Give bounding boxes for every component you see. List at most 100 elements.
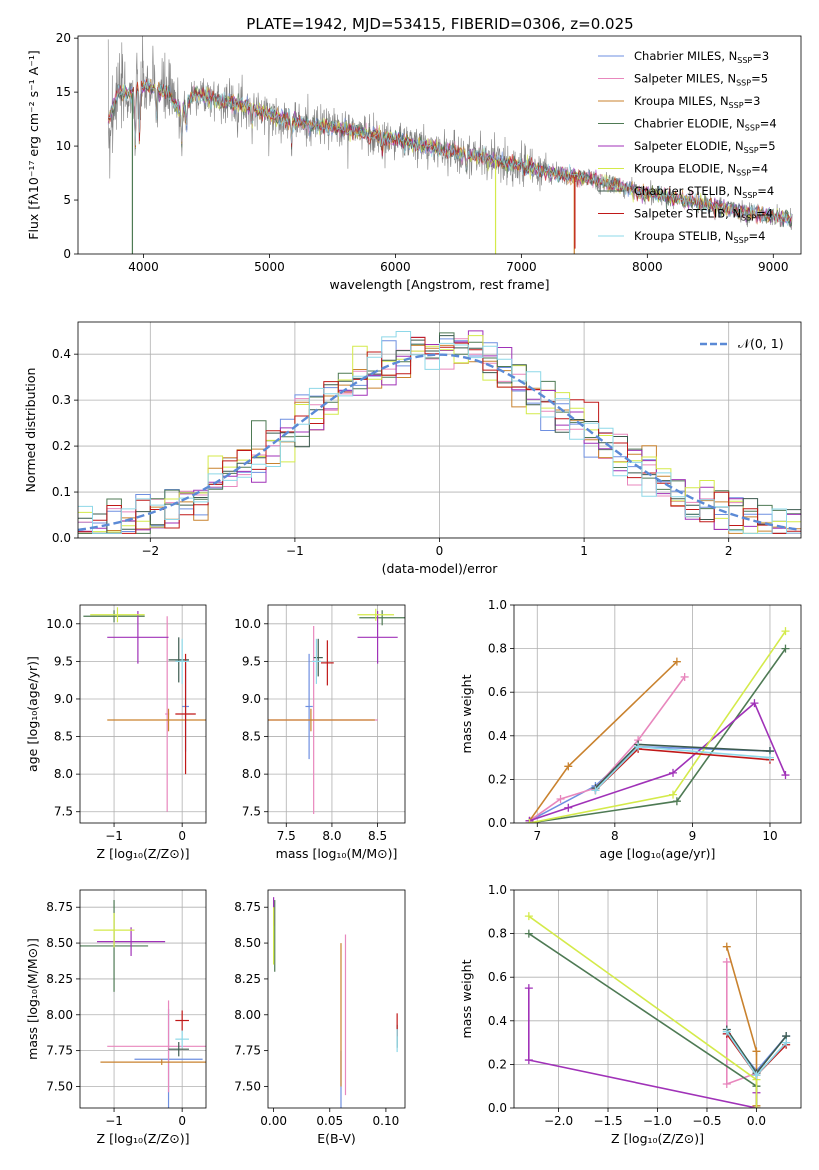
legend-entry: Kroupa ELODIE, NSSP=4 <box>634 162 768 178</box>
legend-subscript: SSP <box>745 124 760 133</box>
age-vs-mass-ytick-label: 7.5 <box>242 805 261 819</box>
weight-vs-Z-series-marker <box>524 984 533 993</box>
weight-vs-Z-xtick-label: −1.0 <box>643 1114 672 1128</box>
weight-vs-age-series-marker <box>781 771 790 780</box>
weight-vs-Z-ytick-label: 0.8 <box>488 927 507 941</box>
reference-legend-label: 𝒩(0, 1) <box>738 336 784 351</box>
weight-vs-Z-series-marker <box>752 1071 761 1080</box>
weight-vs-age-series-line <box>529 701 787 822</box>
spectrum-xtick-label: 9000 <box>758 260 789 274</box>
legend-entry: Chabrier STELIB, NSSP=4 <box>634 184 774 200</box>
weight-vs-Z-ylabel: mass weight <box>459 959 474 1038</box>
age-vs-mass-ytick-label: 9.0 <box>242 692 261 706</box>
residual-hist-xtick-label: 1 <box>580 544 588 558</box>
legend-subscript: SSP <box>744 146 759 155</box>
weight-vs-age-ylabel: mass weight <box>459 674 474 753</box>
age-vs-Z-plot-area <box>80 605 206 823</box>
weight-vs-Z-series-marker <box>722 957 731 966</box>
legend-nssp: =3 <box>744 94 761 108</box>
spectrum-plot-area <box>107 36 793 254</box>
weight-vs-age-series-marker <box>672 797 681 806</box>
age-vs-mass-xlabel: mass [log₁₀(M/M⊙)] <box>276 846 398 861</box>
weight-vs-age-series-marker <box>680 672 689 681</box>
residual-hist-xtick-label: 2 <box>725 544 733 558</box>
legend-nssp: =4 <box>749 229 766 243</box>
weight-vs-Z-series-marker <box>722 942 731 951</box>
residual-hist-ytick-label: 0.2 <box>52 439 71 453</box>
mass-vs-EBV-xtick-label: 0.05 <box>316 1114 343 1128</box>
age-vs-mass-frame <box>267 604 406 824</box>
age-vs-Z-ytick-label: 7.5 <box>54 805 73 819</box>
legend-nssp: =4 <box>756 207 773 221</box>
age-vs-Z-ytick-label: 9.0 <box>54 692 73 706</box>
residual-hist-xtick-label: 0 <box>436 544 444 558</box>
residual-hist-ytick-label: 0.1 <box>52 485 71 499</box>
weight-vs-age-plot-area <box>514 605 801 823</box>
weight-vs-age-series-marker <box>591 786 600 795</box>
age-vs-Z-xtick-label: 0 <box>178 829 186 843</box>
weight-vs-age-series-marker <box>556 795 565 804</box>
legend-subscript: SSP <box>736 79 751 88</box>
weight-vs-age-series-line <box>529 630 787 823</box>
mass-vs-Z-plot-area <box>80 890 206 1108</box>
legend-subscript: SSP <box>736 169 751 178</box>
spectrum-xtick-label: 5000 <box>254 260 285 274</box>
weight-vs-Z-series-marker <box>524 929 533 938</box>
age-vs-Z-ylabel: age [log₁₀(age/yr)] <box>25 656 40 772</box>
mass-vs-Z-ytick-label: 7.50 <box>46 1079 73 1093</box>
spectrum-model-8 <box>108 80 792 226</box>
residual-hist-panel: −2 −1 0 1 2 0.0 0.1 0.2 0.3 0.4 (data-model)/error… <box>23 321 802 576</box>
mass-vs-EBV-plot-area <box>273 897 398 1108</box>
histogram-model-8 <box>78 331 801 534</box>
age-vs-mass-panel: 7.5 8.0 8.5 7.5 8.0 8.5 9.0 9.5 10.0 mass [log₁₀(… <box>234 604 406 861</box>
legend-subscript: SSP <box>741 214 756 223</box>
legend-subscript: SSP <box>734 236 749 245</box>
legend-entry: Kroupa MILES, NSSP=3 <box>634 94 760 110</box>
residual-hist-plot-area <box>78 322 801 538</box>
weight-vs-Z-xtick-label: −1.5 <box>593 1114 622 1128</box>
weight-vs-Z-series-marker <box>524 1056 533 1065</box>
legend-entry: Salpeter ELODIE, NSSP=5 <box>634 139 776 155</box>
age-vs-Z-frame <box>79 604 207 824</box>
age-vs-Z-ytick-label: 10.0 <box>46 617 73 631</box>
mass-vs-EBV-panel: 0.00 0.05 0.10 7.50 7.75 8.00 8.25 8.50 8.75 E(B-… <box>234 889 406 1146</box>
weight-vs-age-series-marker <box>750 699 759 708</box>
weight-vs-age-panel: 7 8 9 10 0.0 0.2 0.4 0.6 0.8 1.0 age [log₁₀(age/yr… <box>459 598 802 861</box>
weight-vs-Z-panel: −2.0 −1.5 −1.0 −0.5 0.0 0.0 0.2 0.4 0.6 0.8 1.0 Z [… <box>459 883 802 1146</box>
spectrum-ytick-label: 10 <box>56 139 71 153</box>
spectrum-frame <box>77 35 802 255</box>
mass-vs-Z-ytick-label: 7.75 <box>46 1044 73 1058</box>
age-vs-Z-panel: −1 0 7.5 8.0 8.5 9.0 9.5 10.0 Z [log₁₀(Z/Z⊙)] age… <box>25 604 207 861</box>
weight-vs-age-series-marker <box>672 657 681 666</box>
age-vs-mass-plot-area <box>268 605 405 823</box>
residual-hist-xlabel: (data-model)/error <box>382 561 499 576</box>
mass-vs-Z-ytick-label: 8.00 <box>46 1008 73 1022</box>
weight-vs-age-series-line <box>529 745 771 822</box>
weight-vs-Z-series-marker <box>752 1047 761 1056</box>
age-vs-mass-ytick-label: 9.5 <box>242 654 261 668</box>
weight-vs-Z-series-line <box>528 915 758 1108</box>
weight-vs-Z-xtick-label: 0.0 <box>747 1114 766 1128</box>
mass-vs-Z-ytick-label: 8.50 <box>46 936 73 950</box>
spectrum-ytick-label: 0 <box>63 247 71 261</box>
spectrum-xtick-label: 4000 <box>128 260 159 274</box>
legend-nssp: =4 <box>751 162 768 176</box>
mass-vs-Z-ylabel: mass [log₁₀(M/M⊙)] <box>25 938 40 1060</box>
legend-nssp: =4 <box>760 117 777 131</box>
legend-entry: Salpeter MILES, NSSP=5 <box>634 72 768 88</box>
weight-vs-age-series-marker <box>564 803 573 812</box>
mass-vs-EBV-ytick-label: 8.50 <box>234 936 261 950</box>
weight-vs-Z-series-line <box>528 988 758 1108</box>
legend-subscript: SSP <box>742 191 757 200</box>
age-vs-mass-xtick-label: 8.0 <box>322 829 341 843</box>
legend-nssp: =3 <box>752 49 769 63</box>
weight-vs-age-series-marker <box>781 627 790 636</box>
weight-vs-Z-series-marker <box>722 1080 731 1089</box>
weight-vs-Z-series-marker <box>752 1104 761 1108</box>
age-vs-mass-ytick-label: 8.0 <box>242 767 261 781</box>
age-vs-mass-ytick-label: 10.0 <box>234 617 261 631</box>
residual-hist-ylabel: Normed distribution <box>23 368 38 493</box>
mass-vs-EBV-ytick-label: 7.50 <box>234 1079 261 1093</box>
mass-vs-EBV-ytick-label: 8.00 <box>234 1008 261 1022</box>
